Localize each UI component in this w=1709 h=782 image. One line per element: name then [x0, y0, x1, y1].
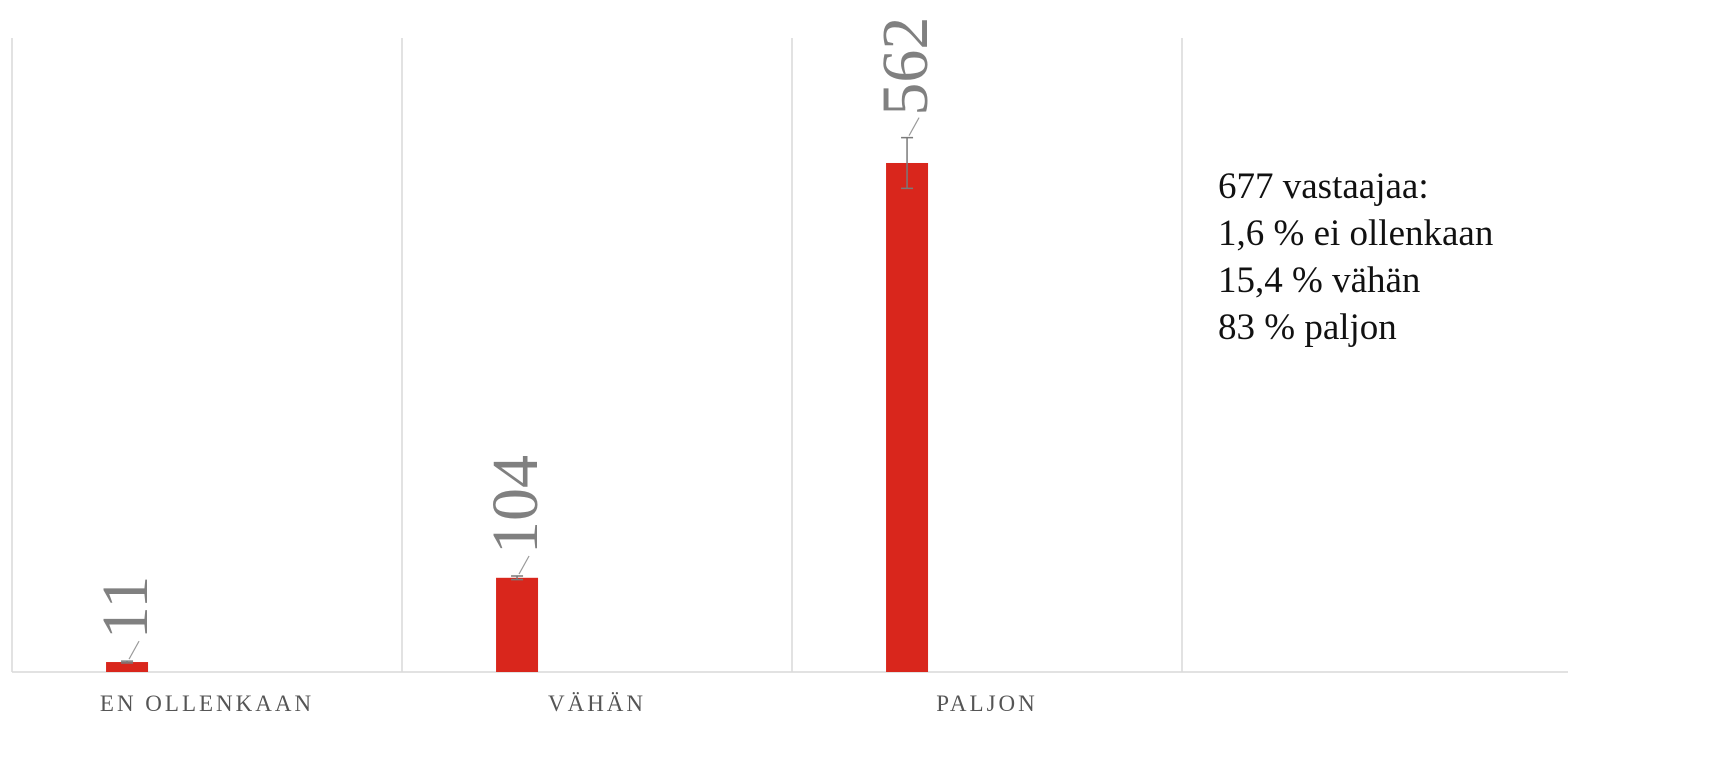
- bar: [106, 662, 149, 672]
- x-tick-label: VÄHÄN: [548, 691, 646, 716]
- x-tick-label: EN OLLENKAAN: [100, 691, 314, 716]
- annotation: 1,6 % ei ollenkaan: [1218, 213, 1493, 254]
- data-label: 11: [89, 576, 162, 640]
- error-bar: [121, 660, 134, 664]
- leader-line: [518, 555, 530, 575]
- annotation: 83 % paljon: [1218, 307, 1397, 348]
- data-label: 562: [869, 17, 942, 116]
- bar: [886, 162, 929, 672]
- data-label: 104: [479, 455, 552, 554]
- bar: [496, 577, 539, 672]
- leader-line: [128, 640, 140, 660]
- error-bar: [901, 136, 914, 190]
- error-bar: [511, 575, 524, 581]
- annotation: 677 vastaajaa:: [1218, 166, 1429, 207]
- annotation: 15,4 % vähän: [1218, 260, 1420, 301]
- x-tick-label: PALJON: [936, 691, 1038, 716]
- leader-line: [908, 117, 920, 136]
